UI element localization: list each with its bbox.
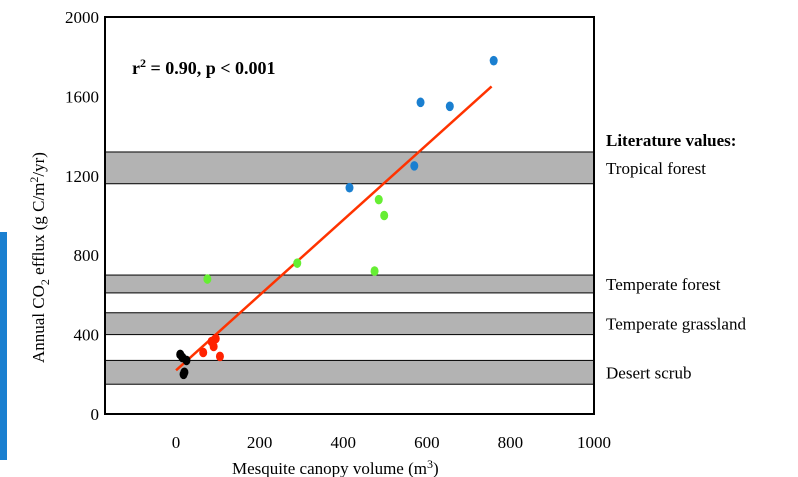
- data-point: [380, 210, 389, 221]
- band-tropical-forest: [104, 151, 595, 185]
- y-tick-label: 400: [74, 326, 100, 345]
- band-label: Desert scrub: [606, 363, 691, 382]
- data-point: [178, 352, 187, 363]
- y-axis-ticks: 0 400 800 1200 1600 2000: [65, 8, 99, 424]
- data-point: [215, 351, 224, 362]
- x-tick-label: 200: [247, 433, 273, 452]
- y-tick-label: 2000: [65, 8, 99, 27]
- data-point: [370, 266, 379, 276]
- regression-layer: [175, 85, 493, 372]
- y-tick-label: 1200: [65, 167, 99, 186]
- data-point: [416, 97, 425, 108]
- y-tick-label: 800: [74, 246, 100, 265]
- x-tick-label: 400: [330, 433, 356, 452]
- regression-annotation: r2 = 0.90, p < 0.001: [132, 56, 276, 78]
- y-tick-label: 0: [91, 405, 100, 424]
- band-desert-scrub: [104, 359, 595, 385]
- plot-frame: [104, 16, 595, 415]
- y-tick-label: 1600: [65, 87, 99, 106]
- band-temperate-forest: [104, 274, 595, 294]
- x-axis-label: Mesquite canopy volume (m3): [232, 457, 439, 477]
- data-point: [209, 341, 218, 352]
- band-label: Tropical forest: [606, 159, 706, 178]
- data-point: [293, 258, 302, 268]
- x-tick-label: 800: [498, 433, 524, 452]
- y-axis-label: Annual CO2 efflux (g C/m2/yr): [27, 152, 52, 363]
- data-point: [489, 55, 498, 66]
- regression-line: [175, 85, 493, 372]
- data-point: [345, 182, 354, 193]
- data-point: [374, 194, 383, 205]
- data-point: [211, 333, 220, 344]
- band-labels: Tropical forest Temperate forest Temperate…: [606, 159, 746, 382]
- data-point: [179, 369, 188, 380]
- band-label: Temperate grassland: [606, 315, 746, 334]
- x-tick-label: 600: [414, 433, 440, 452]
- literature-title: Literature values:: [606, 131, 736, 150]
- band-temperate-grassland: [104, 312, 595, 336]
- data-point: [203, 274, 212, 284]
- data-point: [445, 101, 454, 112]
- data-point: [410, 161, 419, 171]
- data-points: [176, 55, 498, 380]
- left-edge-bar: [0, 232, 7, 460]
- band-label: Temperate forest: [606, 275, 721, 294]
- x-tick-label: 0: [172, 433, 181, 452]
- x-tick-label: 1000: [577, 433, 611, 452]
- x-axis-ticks: 0 200 400 600 800 1000: [172, 433, 611, 452]
- data-point: [199, 347, 208, 358]
